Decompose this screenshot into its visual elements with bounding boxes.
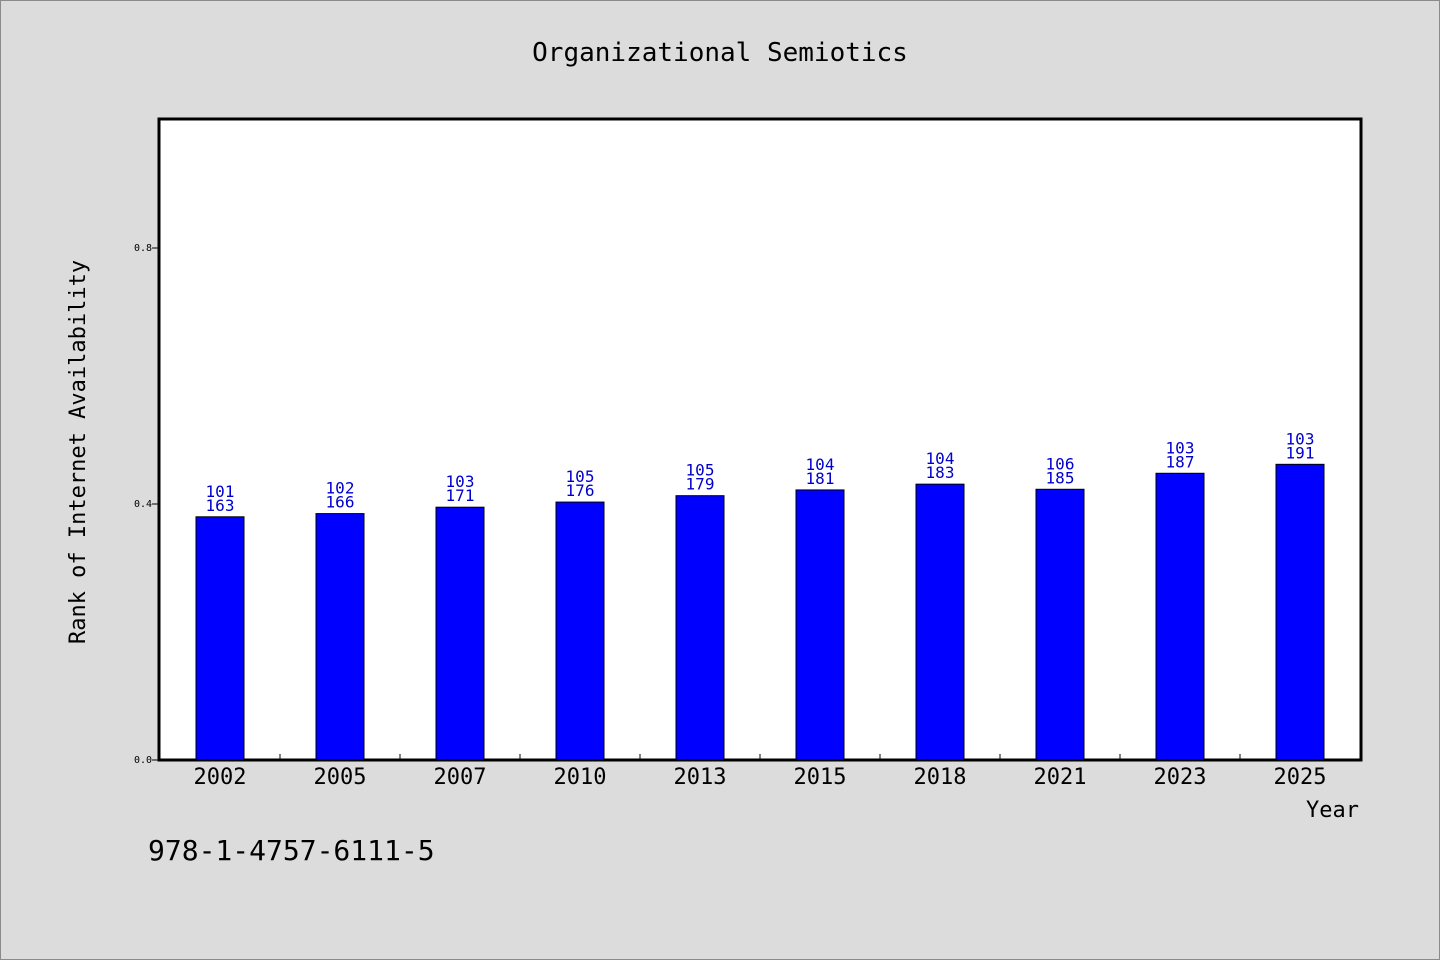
data-label-top: 104 — [806, 455, 835, 474]
data-labels: 1011631021661031711051761051791041811041… — [206, 429, 1315, 514]
data-label-bottom: 166 — [326, 493, 355, 512]
x-tick-label: 2015 — [794, 765, 847, 790]
data-label-top: 104 — [926, 449, 955, 468]
data-label-bottom: 171 — [446, 486, 475, 505]
data-label-bottom: 181 — [806, 469, 835, 488]
bar-2007 — [435, 506, 485, 761]
data-label-top: 101 — [206, 482, 235, 501]
x-tick-label: 2018 — [914, 765, 967, 790]
data-label-bottom: 179 — [686, 475, 715, 494]
bar-2005 — [315, 513, 365, 761]
x-tick-label: 2023 — [1154, 765, 1207, 790]
x-axis-label: Year — [1306, 798, 1359, 823]
data-label-bottom: 176 — [566, 481, 595, 500]
x-tick-label: 2002 — [194, 765, 247, 790]
x-tick-label: 2021 — [1034, 765, 1087, 790]
data-label-top: 103 — [1286, 429, 1315, 448]
y-tick-label: 0.0 — [134, 755, 152, 766]
bar-2025 — [1275, 463, 1325, 761]
isbn-code: 978-1-4757-6111-5 — [148, 834, 435, 867]
data-label-top: 103 — [1166, 438, 1195, 457]
bar-2018 — [915, 483, 965, 761]
y-axis-label: Rank of Internet Availability — [66, 260, 91, 644]
data-label-bottom: 191 — [1286, 443, 1315, 462]
data-label-bottom: 185 — [1046, 468, 1075, 487]
data-label-bottom: 187 — [1166, 452, 1195, 471]
chart-title: Organizational Semiotics — [532, 38, 908, 68]
bar-2015 — [795, 489, 845, 761]
bar-2010 — [555, 501, 605, 761]
data-label-bottom: 163 — [206, 496, 235, 515]
bar-2021 — [1035, 488, 1085, 761]
bars — [195, 463, 1325, 761]
bar-2013 — [675, 495, 725, 761]
data-label-top: 105 — [686, 461, 715, 480]
y-tick-label: 0.4 — [134, 499, 152, 510]
x-axis-ticks: 2002 2005 2007 2010 2013 2015 2018 2021 2023 2025 — [194, 754, 1327, 790]
data-label-top: 102 — [326, 479, 355, 498]
data-label-top: 106 — [1046, 454, 1075, 473]
data-label-top: 105 — [566, 467, 595, 486]
bar-2023 — [1155, 472, 1205, 761]
data-label-bottom: 183 — [926, 463, 955, 482]
x-tick-label: 2025 — [1274, 765, 1327, 790]
bar-2002 — [195, 516, 245, 761]
y-axis-ticks: 0.0 0.4 0.8 — [134, 243, 160, 766]
y-tick-label: 0.8 — [134, 243, 152, 254]
x-tick-label: 2005 — [314, 765, 367, 790]
x-tick-label: 2013 — [674, 765, 727, 790]
x-tick-label: 2010 — [554, 765, 607, 790]
data-label-top: 103 — [446, 472, 475, 491]
x-tick-label: 2007 — [434, 765, 487, 790]
